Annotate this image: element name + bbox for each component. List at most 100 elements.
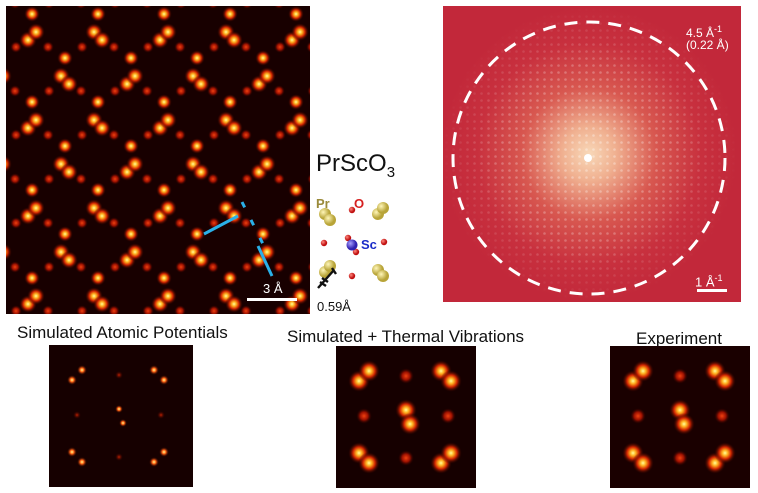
pr-column [358, 452, 380, 474]
o-column [10, 41, 22, 53]
pr-column [159, 287, 177, 305]
sc-column [222, 94, 238, 110]
o-column [672, 368, 688, 384]
pr-displacement-line [203, 214, 239, 236]
o-column [306, 217, 310, 229]
o-column [630, 408, 646, 424]
pr-column [6, 243, 12, 261]
o-column [240, 129, 252, 141]
o-column [10, 305, 22, 314]
o-column [398, 450, 414, 466]
simulated-thermal-image [336, 346, 476, 488]
o-column [241, 173, 253, 185]
pr-column [258, 67, 276, 85]
o-column [240, 305, 252, 314]
o-column [108, 305, 120, 314]
main-scalebar [247, 298, 297, 301]
pr-atom-bottom-right [372, 264, 389, 282]
o-column [42, 129, 54, 141]
o-column [240, 41, 252, 53]
o-column [9, 173, 21, 185]
o-column [109, 173, 121, 185]
sc-column [24, 270, 40, 286]
pr-column [159, 375, 169, 385]
pr-column [60, 163, 78, 181]
o-column [306, 305, 310, 314]
pr-column [67, 447, 77, 457]
o-column [109, 261, 121, 273]
o-column [306, 41, 310, 53]
pr-column [159, 23, 177, 41]
simulated-thermal-canvas [336, 346, 476, 488]
o-column [108, 129, 120, 141]
fft-scalebar-label: 1 Å-1 [695, 273, 723, 290]
pr-column [93, 31, 111, 49]
o-column [115, 453, 123, 461]
sc-column [288, 6, 304, 22]
o-column [142, 41, 154, 53]
pr-column [159, 111, 177, 129]
o-column [208, 305, 220, 314]
pr-column [440, 370, 462, 392]
o-column [273, 85, 285, 97]
sc-column [57, 226, 73, 242]
pr-column [632, 452, 654, 474]
sc-column [156, 182, 172, 198]
o-atom [348, 272, 356, 280]
o-column [207, 173, 219, 185]
o-column [141, 173, 153, 185]
o-column [141, 85, 153, 97]
o-column [109, 85, 121, 97]
o-column [9, 261, 21, 273]
o-column [141, 6, 153, 9]
o-column [175, 261, 187, 273]
o-column [43, 85, 55, 97]
o-column [274, 217, 286, 229]
crystal-structure-diagram [317, 202, 389, 289]
pr-column [126, 155, 144, 173]
pr-column [27, 23, 45, 41]
sc-column [399, 413, 421, 435]
material-formula: PrScO3 [316, 150, 396, 181]
sc-column [6, 142, 7, 150]
sc-column [90, 94, 106, 110]
sc-column [288, 182, 304, 198]
o-column [207, 261, 219, 273]
o-column [10, 129, 22, 141]
pr-column [67, 375, 77, 385]
o-column [76, 41, 88, 53]
sc-column [222, 6, 238, 22]
o-column [274, 129, 286, 141]
o-column [9, 85, 21, 97]
o-column [43, 6, 55, 9]
o-column [142, 305, 154, 314]
sc-column [24, 6, 40, 22]
o-column [241, 6, 253, 9]
o-column [142, 129, 154, 141]
sc-column [222, 182, 238, 198]
sc-column [255, 138, 271, 154]
pr-dashed-axis [240, 201, 266, 247]
sc-column [288, 94, 304, 110]
diffractogram-canvas [443, 6, 741, 302]
o-column [142, 217, 154, 229]
o-column [208, 41, 220, 53]
o-atom [348, 206, 356, 214]
sc-column [255, 50, 271, 66]
o-column [175, 173, 187, 185]
o-column [141, 261, 153, 273]
sc-column [123, 138, 139, 154]
o-column [273, 261, 285, 273]
o-column [175, 6, 187, 9]
experiment-canvas [610, 346, 750, 488]
sc-column [24, 94, 40, 110]
o-column [273, 6, 285, 9]
sc-column [189, 50, 205, 66]
o-column [75, 6, 87, 9]
o-column [174, 129, 186, 141]
o-column [157, 411, 165, 419]
main-scalebar-label: 3 Å [263, 281, 283, 296]
sc-column [189, 226, 205, 242]
o-column [43, 173, 55, 185]
o-column [307, 6, 310, 9]
